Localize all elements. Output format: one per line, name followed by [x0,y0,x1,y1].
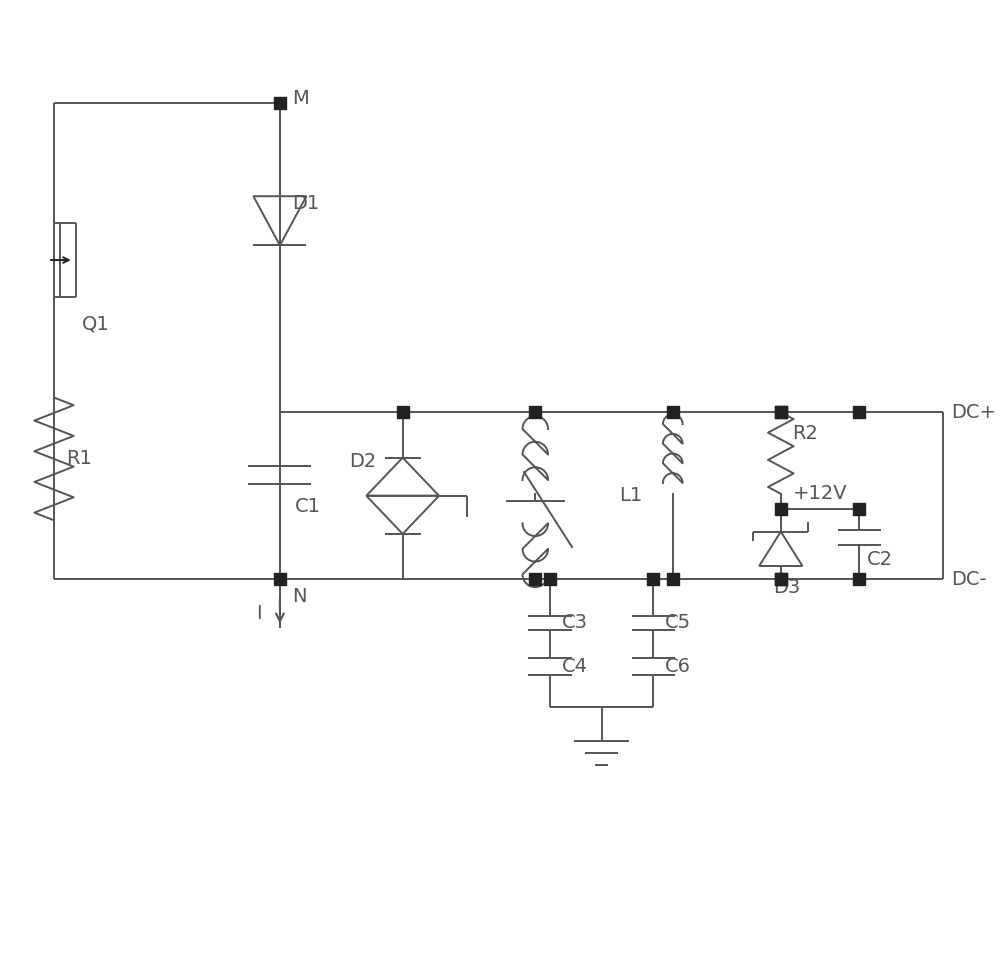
Text: DC+: DC+ [951,403,996,422]
Text: I: I [257,604,262,623]
Text: DC-: DC- [951,570,986,588]
Point [773,572,789,587]
Text: M: M [292,89,308,107]
Text: R2: R2 [793,424,818,443]
Text: C4: C4 [562,657,588,675]
Text: C2: C2 [867,550,893,569]
Point [851,500,867,516]
Point [395,405,411,420]
Text: C1: C1 [295,497,321,516]
Point [851,405,867,420]
Point [665,405,681,420]
Text: D3: D3 [773,578,800,597]
Text: Q1: Q1 [82,314,109,333]
Point [542,572,558,587]
Point [773,405,789,420]
Point [773,572,789,587]
Text: C3: C3 [562,613,588,633]
Text: C6: C6 [665,657,691,675]
Point [527,572,543,587]
Text: N: N [292,587,306,607]
Point [773,500,789,516]
Point [272,572,288,587]
Point [665,572,681,587]
Point [527,405,543,420]
Point [851,572,867,587]
Text: D2: D2 [349,452,376,470]
Text: +12V: +12V [793,484,847,503]
Point [272,96,288,111]
Text: L1: L1 [619,486,642,505]
Point [773,405,789,420]
Text: D1: D1 [292,193,319,213]
Text: C5: C5 [665,613,691,633]
Point [645,572,661,587]
Text: R1: R1 [66,449,92,469]
